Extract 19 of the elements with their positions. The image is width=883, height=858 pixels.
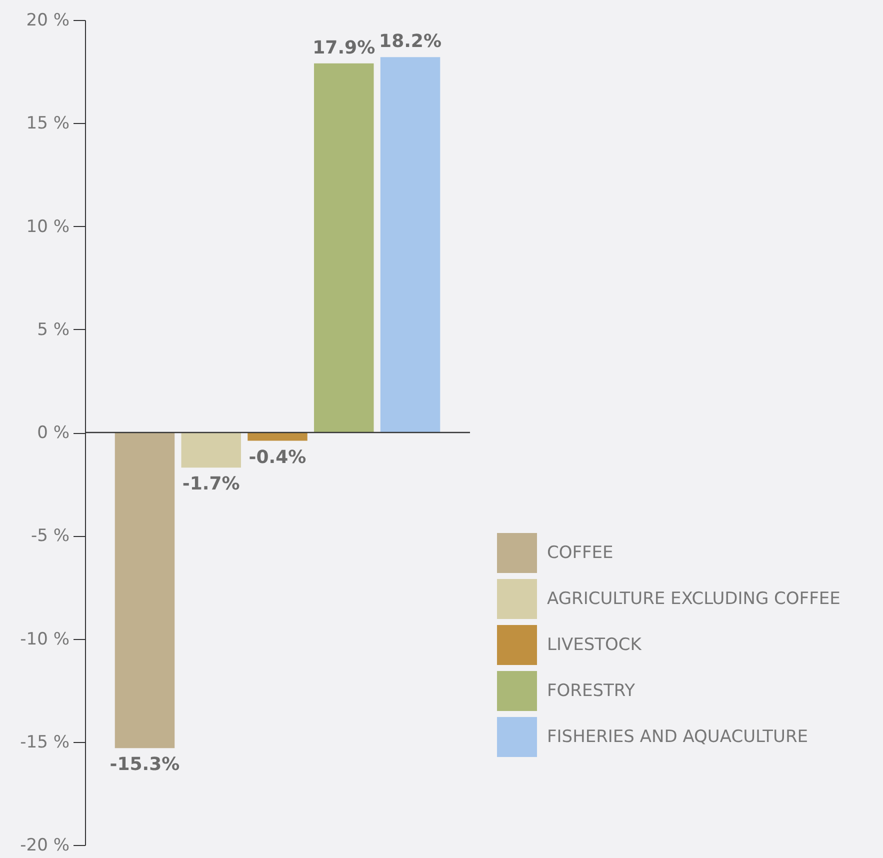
legend-label: FORESTRY bbox=[547, 681, 636, 701]
legend-label: LIVESTOCK bbox=[547, 635, 642, 655]
y-tick-label: -20 % bbox=[20, 836, 70, 856]
legend-label: AGRICULTURE EXCLUDING COFFEE bbox=[547, 589, 840, 609]
data-label: 17.9% bbox=[312, 37, 376, 58]
legend-label: FISHERIES AND AQUACULTURE bbox=[547, 727, 808, 747]
y-tick-label: 10 % bbox=[26, 216, 70, 237]
legend-label: COFFEE bbox=[547, 543, 614, 563]
y-tick-label: -10 % bbox=[20, 629, 70, 650]
y-tick-label: 20 % bbox=[26, 10, 70, 30]
y-tick-label: 5 % bbox=[37, 320, 70, 340]
y-tick-label: -15 % bbox=[20, 732, 70, 752]
y-tick-label: 0 % bbox=[37, 423, 70, 443]
y-tick-label: 15 % bbox=[26, 114, 70, 134]
y-tick-label: -5 % bbox=[30, 526, 70, 546]
data-label: -0.4% bbox=[248, 446, 306, 468]
data-label: -1.7% bbox=[182, 474, 240, 495]
data-label: 18.2% bbox=[379, 31, 442, 52]
data-label: -15.3% bbox=[110, 754, 180, 776]
